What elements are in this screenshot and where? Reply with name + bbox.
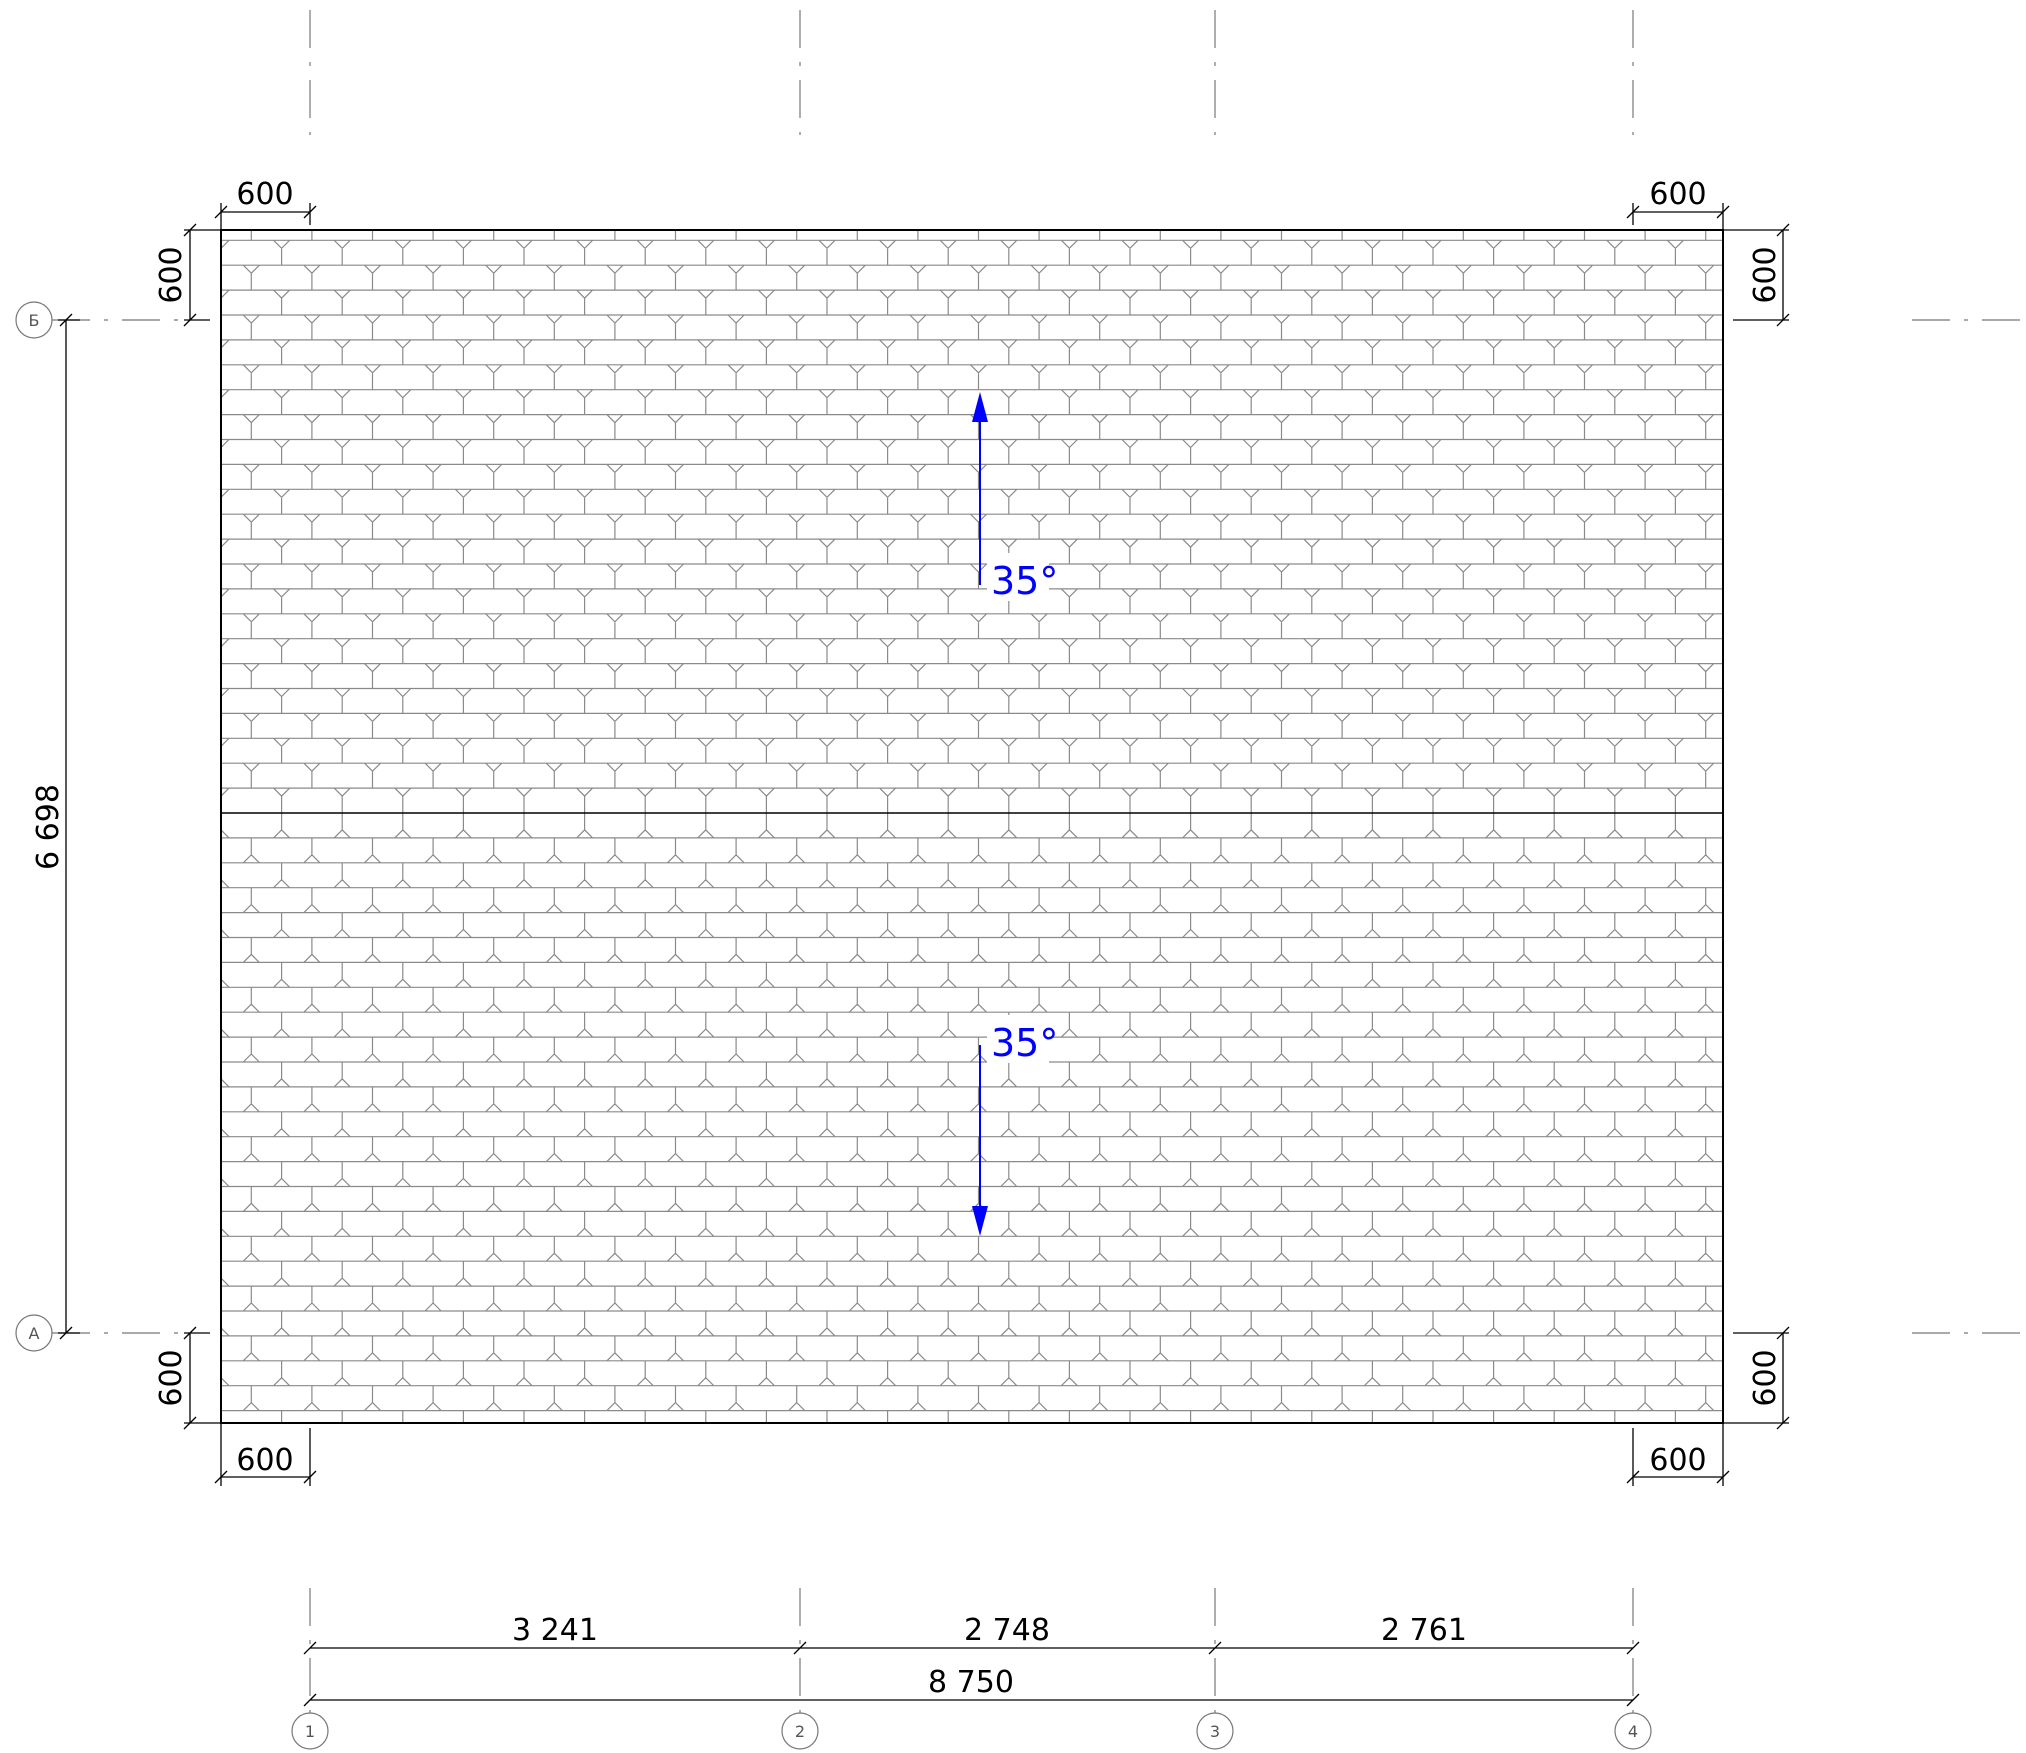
- dim-overhang-top-left: 600: [236, 177, 293, 212]
- dim-span-a-b: 6 698: [31, 784, 66, 870]
- grid-axis-4-bubble: [1614, 1712, 1652, 1750]
- grid-axis-a-label: А: [29, 1324, 40, 1343]
- grid-axis-lines: [52, 10, 2026, 1714]
- grid-axis-a-bubble: [15, 1314, 53, 1352]
- grid-axis-1-bubble: [291, 1712, 329, 1750]
- slope-label-lower-bg: [987, 1015, 1049, 1063]
- slope-arrow-upper: [972, 392, 988, 585]
- grid-axis-1-label: 1: [305, 1722, 315, 1741]
- grid-axis-3-bubble: [1196, 1712, 1234, 1750]
- grid-axis-2-label: 2: [795, 1722, 805, 1741]
- grid-axis-b-label: Б: [29, 311, 40, 330]
- slope-label-lower: 35°: [991, 1021, 1058, 1065]
- grid-axis-4-label: 4: [1628, 1722, 1638, 1741]
- roof-tile-pattern: [221, 230, 1723, 1423]
- dim-overhang-bottom-left: 600: [236, 1443, 293, 1478]
- roof-tiles: [221, 230, 1723, 1423]
- slope-label-upper: 35°: [991, 559, 1058, 603]
- dimension-lines: [58, 203, 1790, 1707]
- dim-overhang-left-top: 600: [154, 246, 189, 303]
- dim-overhang-left-bottom: 600: [154, 1349, 189, 1406]
- dim-overhang-bottom-right: 600: [1649, 1443, 1706, 1478]
- grid-axis-3-label: 3: [1210, 1722, 1220, 1741]
- grid-axis-bubbles: [15, 301, 1652, 1750]
- dim-overhang-right-top: 600: [1748, 246, 1783, 303]
- roof-outline: [220, 229, 1724, 1424]
- slope-arrow-lower: [972, 1045, 988, 1236]
- dim-span-1-2: 3 241: [512, 1613, 598, 1648]
- dim-span-2-3: 2 748: [964, 1613, 1050, 1648]
- dim-overhang-right-bottom: 600: [1748, 1349, 1783, 1406]
- dim-overhang-top-right: 600: [1649, 177, 1706, 212]
- dim-span-3-4: 2 761: [1381, 1613, 1467, 1648]
- grid-axis-2-bubble: [781, 1712, 819, 1750]
- dim-span-total: 8 750: [928, 1665, 1014, 1700]
- grid-axis-b-bubble: [15, 301, 53, 339]
- slope-label-upper-bg: [987, 553, 1049, 601]
